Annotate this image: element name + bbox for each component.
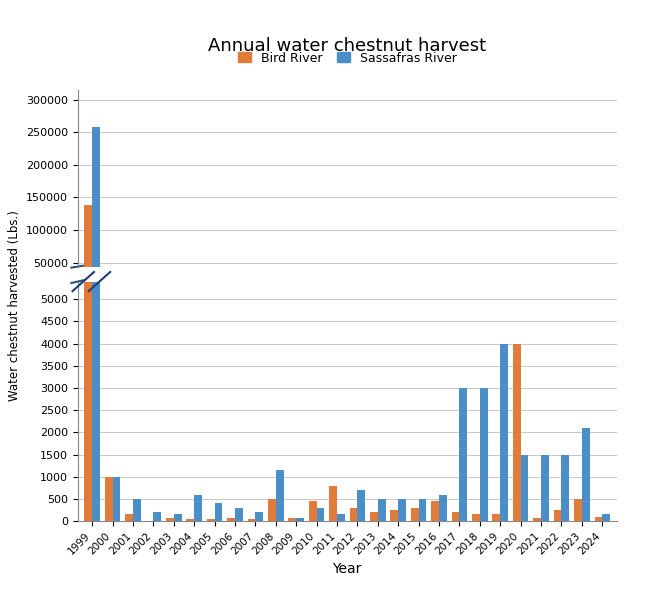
X-axis label: Year: Year	[332, 562, 362, 576]
Bar	[459, 388, 467, 521]
Bar	[84, 0, 92, 521]
Bar	[520, 455, 528, 521]
Bar	[288, 518, 296, 521]
Bar	[194, 495, 202, 521]
Bar	[174, 515, 182, 521]
Bar	[561, 294, 569, 295]
Bar	[602, 515, 610, 521]
Bar	[533, 518, 541, 521]
Bar	[459, 294, 467, 295]
Bar	[574, 499, 582, 521]
Bar	[391, 510, 398, 521]
Bar	[92, 0, 100, 521]
Text: Water chestnut harvested (Lbs.): Water chestnut harvested (Lbs.)	[8, 210, 21, 401]
Bar	[370, 512, 378, 521]
Bar	[480, 294, 487, 295]
Bar	[358, 490, 365, 521]
Bar	[276, 470, 284, 521]
Bar	[439, 495, 447, 521]
Bar	[493, 515, 500, 521]
Bar	[186, 519, 194, 521]
Bar	[500, 344, 508, 521]
Bar	[594, 517, 602, 521]
Bar	[207, 519, 215, 521]
Bar	[452, 512, 459, 521]
Bar	[296, 519, 304, 521]
Bar	[92, 127, 100, 295]
Bar	[112, 477, 120, 521]
Bar	[350, 508, 358, 521]
Bar	[378, 499, 386, 521]
Bar	[582, 428, 589, 521]
Bar	[125, 515, 133, 521]
Bar	[472, 515, 480, 521]
Bar	[166, 518, 174, 521]
Bar	[513, 344, 520, 521]
Bar	[235, 508, 243, 521]
Bar	[227, 518, 235, 521]
Bar	[256, 512, 263, 521]
Bar	[432, 501, 439, 521]
Bar	[411, 508, 419, 521]
Bar	[268, 499, 276, 521]
Bar	[84, 205, 92, 295]
Bar	[309, 501, 317, 521]
Bar	[554, 510, 561, 521]
Bar	[500, 293, 508, 295]
Bar	[248, 519, 256, 521]
Bar	[419, 499, 426, 521]
Bar	[337, 515, 345, 521]
Bar	[541, 294, 549, 295]
Legend: Bird River, Sassafras River: Bird River, Sassafras River	[233, 47, 461, 69]
Bar	[215, 503, 223, 521]
Bar	[398, 499, 406, 521]
Bar	[133, 499, 141, 521]
Bar	[105, 477, 112, 521]
Bar	[153, 512, 161, 521]
Bar	[513, 293, 520, 295]
Bar	[520, 294, 528, 295]
Bar	[582, 294, 589, 295]
Title: Annual water chestnut harvest: Annual water chestnut harvest	[208, 37, 486, 55]
Bar	[541, 455, 549, 521]
Bar	[329, 486, 337, 521]
Bar	[317, 508, 324, 521]
Bar	[480, 388, 487, 521]
Bar	[561, 455, 569, 521]
